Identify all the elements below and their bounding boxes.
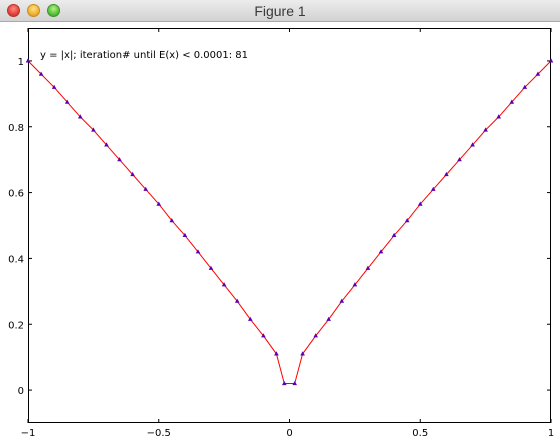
y-tick-label-5: 1 bbox=[18, 57, 24, 68]
data-point-38 bbox=[509, 99, 515, 104]
data-point-41 bbox=[548, 58, 554, 63]
series-line-0 bbox=[27, 60, 552, 384]
data-point-26 bbox=[352, 282, 358, 287]
data-point-18 bbox=[261, 333, 266, 338]
x-tick-label-2: 0 bbox=[286, 428, 292, 439]
data-point-3 bbox=[64, 99, 70, 104]
series-layer bbox=[25, 58, 554, 386]
tick-labels: −1 −0.5 0 0.5 1 0 0.2 0.4 0.6 0.8 1 bbox=[8, 57, 554, 439]
data-point-22 bbox=[300, 351, 305, 356]
data-point-13 bbox=[195, 249, 201, 254]
data-point-20 bbox=[282, 380, 287, 386]
data-point-29 bbox=[391, 232, 397, 237]
data-point-30 bbox=[404, 218, 410, 223]
zoom-window-icon[interactable] bbox=[47, 4, 60, 17]
axis-ticks bbox=[27, 28, 552, 423]
data-point-35 bbox=[470, 142, 475, 147]
data-point-17 bbox=[248, 316, 253, 321]
x-tick-label-3: 0.5 bbox=[412, 428, 428, 439]
title-bar[interactable]: Figure 1 bbox=[0, 0, 560, 22]
data-point-8 bbox=[130, 171, 135, 177]
close-window-icon[interactable] bbox=[7, 4, 20, 17]
data-point-31 bbox=[417, 201, 423, 206]
y-tick-label-2: 0.4 bbox=[8, 254, 24, 265]
y-tick-label-1: 0.2 bbox=[8, 320, 24, 331]
y-tick-label-4: 0.8 bbox=[8, 123, 24, 134]
data-point-4 bbox=[78, 114, 83, 119]
data-point-25 bbox=[339, 298, 345, 303]
axes-frame bbox=[28, 28, 551, 423]
data-point-12 bbox=[182, 232, 188, 237]
data-point-19 bbox=[274, 351, 279, 356]
x-tick-label-1: −0.5 bbox=[147, 428, 171, 439]
y-tick-label-3: 0.6 bbox=[8, 189, 24, 200]
data-point-36 bbox=[483, 127, 488, 132]
data-point-15 bbox=[221, 282, 227, 287]
y-tick-label-0: 0 bbox=[18, 386, 24, 397]
data-point-33 bbox=[444, 171, 449, 177]
data-point-37 bbox=[496, 114, 501, 119]
data-point-39 bbox=[522, 84, 528, 89]
data-point-2 bbox=[51, 84, 57, 89]
x-tick-label-4: 1 bbox=[548, 428, 554, 439]
data-point-21 bbox=[292, 380, 297, 386]
data-point-0 bbox=[25, 58, 31, 63]
data-point-5 bbox=[91, 127, 96, 132]
data-point-23 bbox=[313, 333, 318, 338]
data-point-11 bbox=[169, 218, 175, 223]
data-point-27 bbox=[365, 265, 371, 270]
data-point-9 bbox=[143, 186, 148, 191]
chart-annotation: y = |x|; iteration# until E(x) < 0.0001:… bbox=[40, 50, 248, 61]
data-point-28 bbox=[378, 249, 384, 254]
data-point-24 bbox=[326, 316, 331, 321]
x-tick-label-0: −1 bbox=[21, 428, 36, 439]
data-point-40 bbox=[535, 71, 541, 76]
data-point-16 bbox=[234, 298, 240, 303]
data-point-6 bbox=[104, 142, 109, 147]
minimize-window-icon[interactable] bbox=[27, 4, 40, 17]
data-point-14 bbox=[208, 265, 214, 270]
data-point-32 bbox=[431, 186, 436, 191]
data-point-34 bbox=[457, 157, 462, 162]
data-point-1 bbox=[38, 71, 44, 76]
window-title: Figure 1 bbox=[254, 3, 306, 19]
data-point-10 bbox=[156, 201, 162, 206]
data-point-7 bbox=[117, 157, 122, 162]
